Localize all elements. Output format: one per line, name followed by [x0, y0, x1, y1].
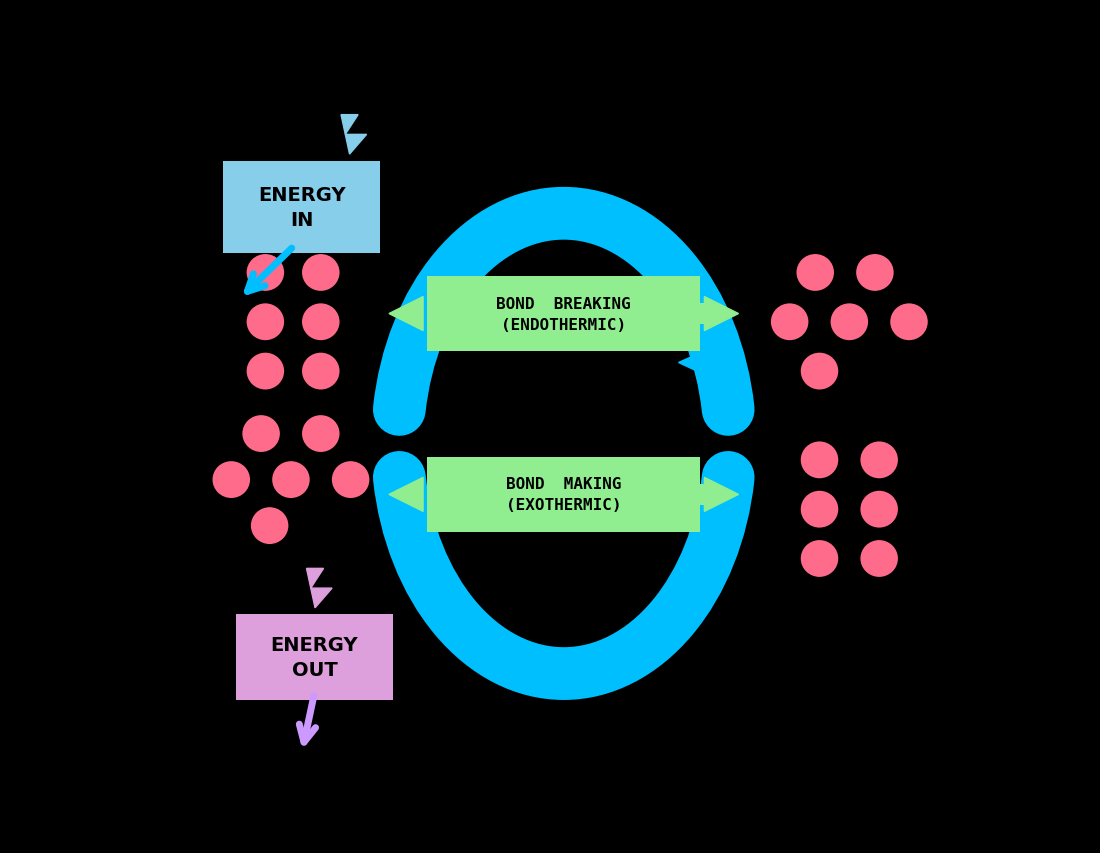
Ellipse shape — [302, 353, 340, 390]
Text: BOND  BREAKING
(ENDOTHERMIC): BOND BREAKING (ENDOTHERMIC) — [496, 296, 631, 332]
Ellipse shape — [246, 353, 284, 390]
Ellipse shape — [212, 461, 250, 498]
Polygon shape — [704, 297, 738, 331]
Ellipse shape — [860, 442, 898, 479]
Polygon shape — [389, 297, 424, 331]
FancyBboxPatch shape — [700, 304, 713, 324]
Polygon shape — [307, 569, 332, 608]
Polygon shape — [407, 487, 461, 523]
Polygon shape — [341, 115, 366, 155]
Ellipse shape — [860, 541, 898, 577]
Ellipse shape — [801, 541, 838, 577]
Polygon shape — [389, 478, 424, 512]
Text: BOND  MAKING
(EXOTHERMIC): BOND MAKING (EXOTHERMIC) — [506, 477, 621, 513]
Ellipse shape — [302, 255, 340, 292]
Ellipse shape — [796, 255, 834, 292]
FancyBboxPatch shape — [427, 457, 700, 532]
Ellipse shape — [332, 461, 370, 498]
Ellipse shape — [272, 461, 310, 498]
Text: ENERGY
OUT: ENERGY OUT — [271, 635, 359, 679]
Ellipse shape — [801, 353, 838, 390]
Ellipse shape — [246, 304, 284, 341]
Ellipse shape — [801, 442, 838, 479]
FancyBboxPatch shape — [700, 485, 713, 505]
Polygon shape — [679, 343, 724, 385]
Text: ENERGY
IN: ENERGY IN — [257, 185, 345, 229]
Ellipse shape — [302, 415, 340, 452]
Ellipse shape — [251, 508, 288, 544]
Ellipse shape — [771, 304, 808, 341]
Ellipse shape — [246, 255, 284, 292]
Ellipse shape — [801, 491, 838, 528]
FancyBboxPatch shape — [427, 276, 700, 352]
Polygon shape — [704, 478, 738, 512]
Ellipse shape — [890, 304, 927, 341]
Ellipse shape — [242, 415, 279, 452]
Ellipse shape — [830, 304, 868, 341]
FancyBboxPatch shape — [235, 615, 394, 700]
Ellipse shape — [856, 255, 893, 292]
Ellipse shape — [302, 304, 340, 341]
FancyBboxPatch shape — [222, 161, 381, 253]
Ellipse shape — [860, 491, 898, 528]
